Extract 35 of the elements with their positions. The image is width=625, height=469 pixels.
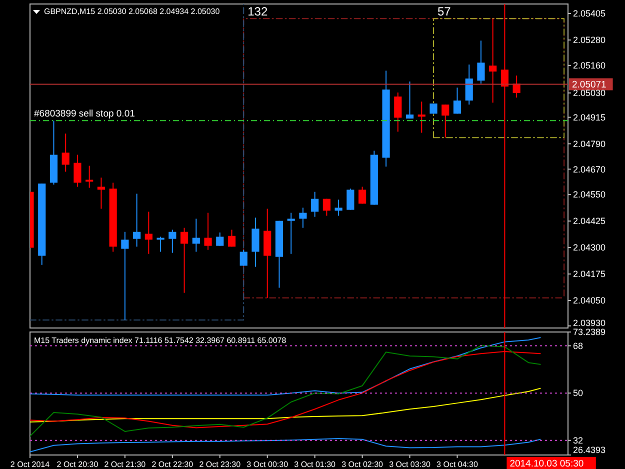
y-tick-label: 2.04050	[573, 296, 606, 306]
y-tick-label: 2.05030	[573, 88, 606, 98]
ref-line-label: 2014.10.03 05:30	[510, 458, 584, 469]
x-tick-label: 2 Oct 2014	[10, 460, 50, 469]
x-tick-label: 3 Oct 04:30	[436, 460, 478, 469]
y-tick-label: 2.04915	[573, 112, 606, 122]
y-tick-label: 68	[573, 340, 584, 351]
ref-line-label: #6803899 sell stop 0.01	[34, 108, 135, 120]
y-tick-label: 50	[573, 388, 584, 398]
y-tick-label: 2.04175	[573, 269, 606, 280]
y-tick-label: 2.04670	[573, 164, 606, 174]
x-tick-label: 2 Oct 22:30	[152, 460, 194, 469]
x-tick-label: 2 Oct 20:30	[56, 460, 99, 469]
text: M15 Traders dynamic index 71.1116 51.7542 32.3967 60.8911 65.0078	[34, 336, 287, 345]
y-tick-label: 26.4393	[573, 445, 606, 456]
x-tick-label: 2 Oct 23:30	[199, 460, 242, 469]
y-tick-label: 2.04550	[573, 190, 606, 200]
y-tick-label: 2.05160	[573, 60, 606, 71]
y-tick-label: 73.2389	[573, 327, 606, 338]
y-tick-label: 32	[573, 436, 584, 446]
annotation: 132	[248, 4, 268, 19]
x-tick-label: 3 Oct 03:30	[389, 460, 431, 469]
x-tick-label: 3 Oct 01:30	[294, 460, 336, 469]
y-tick-label: 2.04790	[573, 138, 606, 149]
x-tick-label: 3 Oct 00:30	[246, 460, 289, 469]
ref-line-label: 2.05071	[572, 80, 606, 91]
chart-title: GBPNZD,M15 2.05030 2.05068 2.04934 2.05030	[44, 7, 220, 16]
y-tick-label: 2.03930	[573, 318, 606, 328]
y-tick-label: 2.04300	[573, 242, 606, 253]
x-tick-label: 2 Oct 21:30	[104, 460, 146, 469]
x-tick-label: 3 Oct 02:30	[342, 460, 384, 469]
y-tick-label: 2.04425	[573, 216, 606, 226]
y-tick-label: 2.05405	[573, 8, 606, 19]
annotation: 57	[438, 4, 452, 19]
y-tick-label: 2.05280	[573, 35, 606, 46]
